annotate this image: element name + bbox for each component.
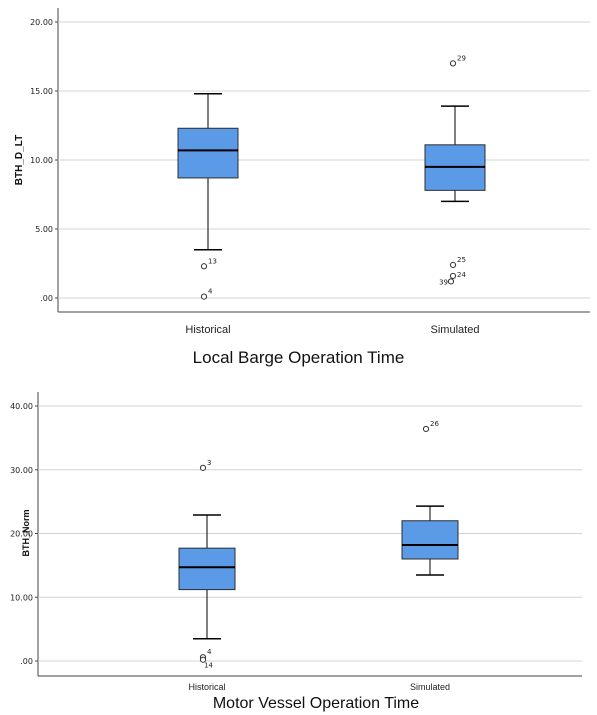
- chart-2-y-tick-label: 30.00: [10, 466, 33, 475]
- chart-1-box-2-outlier-point: [449, 60, 457, 67]
- chart-1-box-1-iqr-box: [177, 127, 239, 179]
- chart-2-category-label: Simulated: [410, 682, 450, 692]
- chart-1-y-axis-label: BTH_D_LT: [14, 135, 25, 185]
- chart-2-y-tick-label: 40.00: [10, 402, 33, 411]
- chart-1-y-tick-label: 20.00: [30, 18, 53, 27]
- chart-1-y-tick-label: 5.00: [35, 225, 53, 234]
- chart-1-box-2-outlier-label: 24: [457, 271, 466, 279]
- chart-1-y-tick-label: .00: [40, 294, 53, 303]
- chart-1-box-1-outlier-label: 13: [208, 257, 217, 265]
- chart-1-box-2-outlier-point: [447, 278, 455, 285]
- chart-1-box-2-outlier-label: 39: [439, 278, 448, 286]
- chart-1-y-tick-label: 10.00: [30, 156, 53, 165]
- chart-2-box-2-outlier-label: 26: [430, 420, 439, 428]
- chart-2-box-1-outlier-point: [199, 464, 207, 471]
- chart-1-box-1-outlier-point: [200, 263, 208, 270]
- chart-2-y-axis-label: BTH_Norm: [21, 509, 31, 556]
- chart-2-y-tick-label: 10.00: [10, 593, 33, 602]
- chart-2-box-2-iqr-box: [401, 520, 459, 560]
- chart-2-box-1-outlier-label: 3: [207, 459, 211, 467]
- chart-2-box-1-outlier-label: 4: [207, 648, 212, 656]
- chart-1-box-2-outlier-point: [449, 261, 457, 268]
- chart-2-box-2-outlier-point: [422, 425, 430, 433]
- chart-1-category-label: Simulated: [431, 324, 480, 336]
- chart-1-caption: Local Barge Operation Time: [192, 348, 405, 367]
- chart-2-y-tick-label: 20.00: [10, 530, 33, 539]
- chart-1-box-1-outlier-point: [200, 293, 208, 300]
- chart-1-box-2-outlier-label: 25: [457, 256, 466, 264]
- chart-1-box-2-outlier-label: 29: [457, 54, 466, 62]
- chart-1-box-1-outlier-label: 4: [208, 288, 213, 296]
- chart-1-category-label: Historical: [185, 324, 230, 336]
- chart-2-box-1-outlier-point: [199, 656, 207, 663]
- chart-1-y-tick-label: 15.00: [30, 87, 53, 96]
- chart-2-category-label: Historical: [188, 682, 225, 692]
- chart-1-box-2-outlier-point: [449, 272, 457, 280]
- chart-2-box-1-outlier-label: 14: [204, 662, 213, 670]
- chart-2-y-tick-label: .00: [20, 657, 33, 666]
- chart-2-caption: Motor Vessel Operation Time: [212, 695, 420, 712]
- chart-2-box-1-iqr-box: [178, 547, 236, 591]
